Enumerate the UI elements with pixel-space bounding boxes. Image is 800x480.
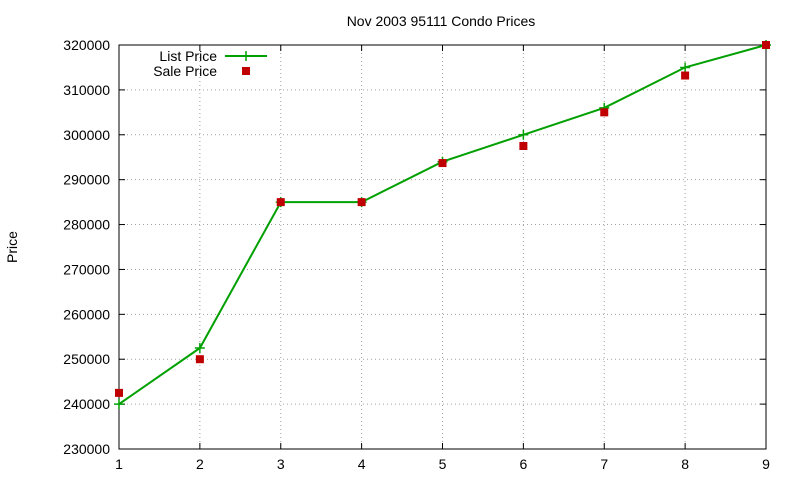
series-line-list-price [118,44,767,405]
y-tick-label: 270000 [63,261,110,277]
chart-title: Nov 2003 95111 Condo Prices [347,13,536,29]
sale-price-point [762,41,770,49]
y-tick-label: 280000 [63,217,110,233]
list-price-point [114,399,124,410]
sale-price-point [195,355,204,364]
legend-label-sale-price: Sale Price [153,63,217,79]
legend-marker-sale-price [242,67,250,75]
y-tick-label: 250000 [63,351,110,367]
sale-price-point [681,71,690,80]
x-tick-label: 1 [115,456,123,472]
x-tick-label: 7 [600,456,608,472]
y-tick-label: 290000 [63,172,110,188]
grid-lines [119,45,766,449]
legend-marker-list-price [241,51,251,61]
y-tick-label: 240000 [63,396,110,412]
y-axis-label: Price [4,231,20,263]
x-tick-label: 3 [277,456,285,472]
sale-price-point [519,142,528,150]
sale-price-point [357,198,366,207]
y-tick-label: 230000 [63,441,110,457]
x-tick-labels: 1 2 3 4 5 6 7 8 9 [115,456,770,472]
x-tick-label: 6 [519,456,527,472]
list-price-point [680,62,691,73]
y-tick-label: 310000 [63,82,110,98]
x-tick-label: 9 [762,456,770,472]
x-tick-label: 5 [439,456,447,472]
series-layer [114,40,771,410]
legend: List Price Sale Price [153,48,267,79]
y-tick-label: 300000 [63,127,110,143]
list-price-point [518,129,529,140]
x-tick-label: 4 [358,456,366,472]
sale-price-point [115,388,123,397]
y-tick-label: 320000 [63,37,110,53]
x-tick-label: 2 [196,456,204,472]
sale-price-point [438,159,447,168]
y-tick-label: 260000 [63,306,110,322]
y-tick-labels: 230000 240000 250000 260000 270000 280000 2900… [63,37,110,457]
sale-price-point [276,198,285,207]
sale-price-point [600,108,609,117]
list-price-point [194,343,205,353]
x-tick-label: 8 [681,456,689,472]
legend-label-list-price: List Price [159,48,217,64]
